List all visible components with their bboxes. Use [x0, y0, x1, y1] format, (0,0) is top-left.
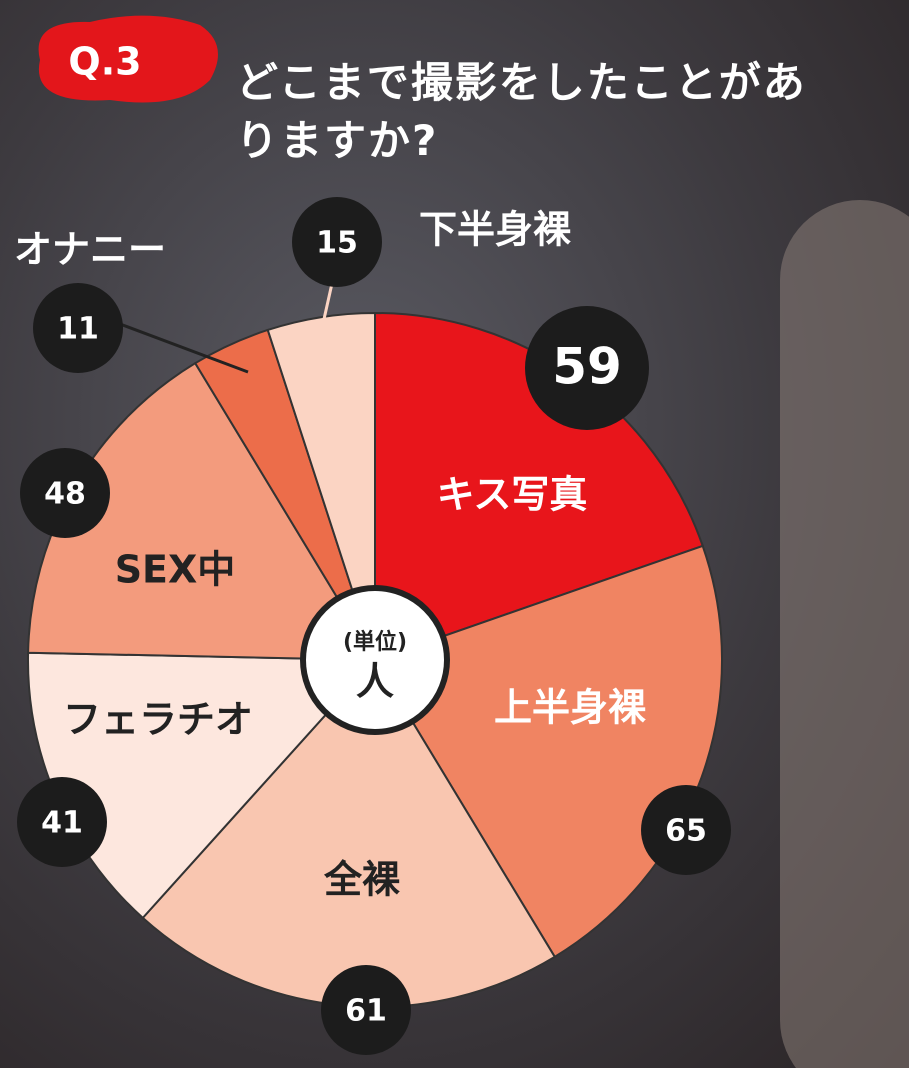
value-label: 61 [345, 994, 387, 1029]
center-circle [300, 585, 450, 735]
slice-label: 下半身裸 [419, 208, 571, 252]
value-label: 15 [316, 226, 358, 261]
badge: Q.3 [68, 40, 141, 84]
value-badge [20, 448, 110, 538]
slice-label: 上半身裸 [494, 686, 646, 730]
slice-label: 全裸 [323, 858, 400, 902]
value-label: 41 [41, 806, 83, 841]
labels: キス写真 59 上半身裸 65 全裸 61 フェラチオ 41 SEX中 48 オナニー 11 下半身裸 1… [14, 197, 731, 1055]
leader-line [119, 322, 249, 374]
value-badge [525, 306, 649, 430]
value-label: 65 [665, 814, 707, 849]
slice-label: フェラチオ [63, 698, 253, 742]
value-label: 59 [552, 338, 622, 396]
unit-label: (単位) [343, 629, 407, 655]
slice-label: キス写真 [437, 473, 588, 517]
value-label: 48 [44, 477, 86, 512]
badge-bg [38, 15, 219, 103]
unit: 人 [356, 660, 394, 704]
title: どこまで撮影をしたことがありますか? [236, 58, 807, 165]
value-badge [641, 785, 731, 875]
value-badge [33, 283, 123, 373]
value-label: 11 [57, 312, 99, 347]
pie-slice [373, 544, 723, 959]
slice-label: SEX中 [115, 548, 236, 592]
value-badge [321, 965, 411, 1055]
slice-label: オナニー [14, 228, 166, 272]
background-blur [780, 200, 909, 1068]
pie-slice [266, 311, 376, 661]
value-badge [17, 777, 107, 867]
value-badge [292, 197, 382, 287]
